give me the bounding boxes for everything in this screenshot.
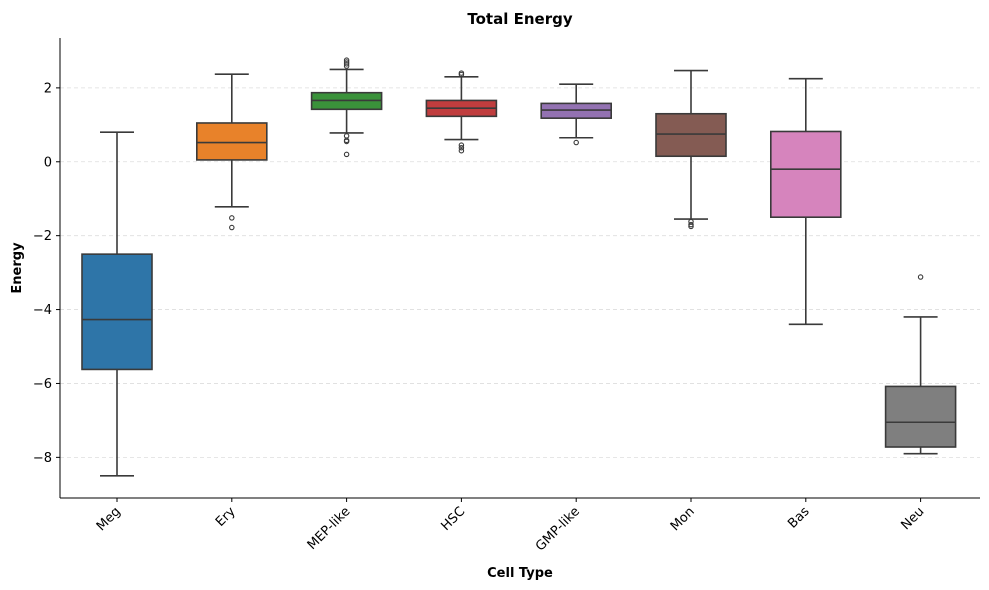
box-meg	[81, 131, 153, 477]
outlier-point	[688, 223, 694, 230]
x-tick-label: HSC	[438, 504, 468, 534]
x-tick-label: Neu	[898, 504, 927, 533]
iqr-box	[81, 253, 153, 371]
y-tick-label: 0	[44, 155, 52, 170]
box-mon	[655, 69, 727, 230]
boxes	[81, 57, 957, 477]
x-tick-label: Mon	[668, 504, 698, 534]
box-bas	[769, 77, 842, 326]
outlier-point	[917, 274, 924, 280]
outlier-point	[343, 151, 350, 158]
box-ery	[196, 73, 268, 231]
y-tick-label: −6	[33, 377, 52, 392]
iqr-box	[655, 112, 727, 158]
x-tick-label: Bas	[785, 504, 812, 531]
y-tick-label: 2	[44, 81, 52, 96]
iqr-box	[884, 385, 957, 448]
iqr-box	[196, 122, 268, 161]
x-tick-label: MEP-like	[305, 504, 354, 553]
outlier-point	[458, 142, 465, 148]
box-gmp-like	[540, 83, 613, 146]
y-tick-label: −8	[33, 451, 52, 466]
outlier-point	[343, 133, 350, 139]
y-axis-title: Energy	[10, 242, 25, 294]
outlier-point	[343, 61, 350, 67]
outlier-point	[458, 70, 465, 76]
y-tick-label: −2	[33, 229, 52, 244]
box-mep-like	[310, 57, 383, 158]
box-neu	[884, 274, 957, 455]
outlier-point	[229, 224, 235, 231]
y-ticks: −8 −6 −4 −2 0 2	[33, 81, 60, 466]
outlier-point	[573, 139, 579, 146]
outlier-point	[343, 57, 350, 63]
x-ticks: Meg Ery MEP-like HSC GMP-like Mon Bas Neu	[94, 498, 927, 554]
x-tick-label: GMP-like	[533, 504, 583, 554]
x-tick-label: Ery	[213, 504, 239, 530]
box-hsc	[425, 70, 498, 154]
x-tick-label: Meg	[94, 504, 124, 534]
outlier-point	[343, 138, 350, 145]
outlier-point	[458, 147, 465, 154]
chart-title: Total Energy	[467, 10, 572, 28]
outlier-point	[229, 215, 235, 221]
iqr-box	[769, 130, 842, 218]
x-axis-title: Cell Type	[487, 566, 553, 581]
outlier-point	[458, 144, 465, 151]
y-tick-label: −4	[33, 303, 52, 318]
outlier-point	[343, 59, 350, 65]
outlier-point	[688, 221, 694, 228]
axes	[59, 38, 980, 499]
